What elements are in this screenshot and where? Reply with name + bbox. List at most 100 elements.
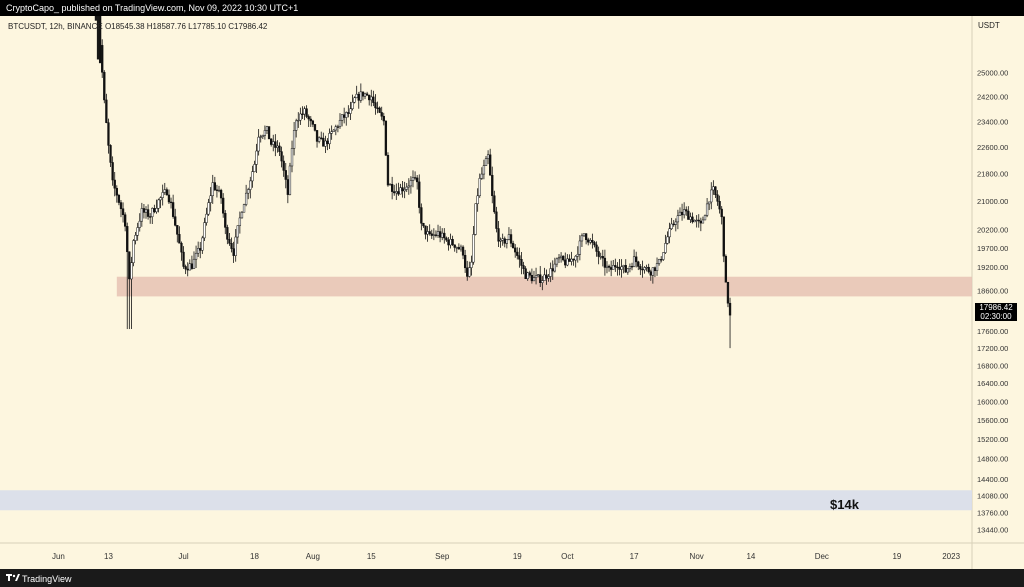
time-scale[interactable]: Jun 13 Jul 18 Aug 15 Sep 19 Oct 17 Nov 14 Dec 19 2023 <box>52 552 961 561</box>
candle-body <box>126 226 129 253</box>
candle-body <box>171 202 175 217</box>
candle-body <box>382 115 385 122</box>
candle-body <box>146 209 150 217</box>
candle-body <box>322 137 325 147</box>
candle-body <box>397 191 400 195</box>
price-tick-label: 13760.00 <box>977 508 1008 517</box>
candle-body <box>495 211 498 229</box>
candle-body <box>424 225 427 235</box>
candle-body <box>188 263 191 271</box>
candle-body <box>411 177 415 181</box>
candle-body <box>618 267 621 270</box>
candle-body <box>614 265 617 268</box>
time-tick-label: 19 <box>892 552 901 561</box>
candle-body <box>426 231 429 235</box>
candle-body <box>345 112 348 118</box>
candle-body <box>315 130 319 142</box>
candle-body <box>180 242 183 253</box>
price-scale-unit[interactable]: USDT <box>978 21 1000 30</box>
candle-body <box>520 259 523 266</box>
tradingview-brand[interactable]: TradingView <box>22 574 72 584</box>
candle-body <box>647 266 650 272</box>
candle-body <box>386 155 390 186</box>
last-price-value: 17986.42 <box>979 303 1013 312</box>
candle-body <box>524 268 527 279</box>
time-tick-label: 14 <box>746 552 755 561</box>
candle-body <box>572 258 575 261</box>
candle-body <box>416 177 419 183</box>
candle-body <box>409 180 413 187</box>
price-tick-label: 19700.00 <box>977 244 1008 253</box>
candle-body <box>213 182 216 191</box>
candle-body <box>115 187 118 196</box>
time-tick-label: 15 <box>367 552 376 561</box>
candle-body <box>263 130 267 136</box>
candle-body <box>244 192 248 205</box>
price-tick-label: 24200.00 <box>977 93 1008 102</box>
candle-body <box>461 246 465 256</box>
candle-body <box>365 93 369 96</box>
candle-body <box>599 256 602 258</box>
candle-body <box>432 234 436 236</box>
candle-body <box>278 145 281 152</box>
candle-body <box>136 227 139 236</box>
candle-body <box>499 239 502 242</box>
candle-body <box>430 233 433 236</box>
candle-body <box>111 162 114 181</box>
candle-body <box>201 237 204 251</box>
chart-area[interactable]: 25000.00 24200.00 23400.00 22600.00 21800.00… <box>0 16 1024 569</box>
candle-body <box>169 201 173 204</box>
candle-body <box>232 248 235 256</box>
candle-body <box>630 266 634 268</box>
candle-body <box>317 137 321 142</box>
candle-body <box>474 203 477 235</box>
candle-body <box>724 255 728 283</box>
symbol-info: BTCUSDT, 12h, BINANCE <box>8 22 103 31</box>
price-tick-label: 21800.00 <box>977 170 1008 179</box>
candle-body <box>384 120 388 156</box>
tradingview-logo-icon[interactable] <box>6 573 20 583</box>
time-tick-label: Jul <box>178 552 188 561</box>
candle-body <box>132 240 135 263</box>
price-tick-label: 15200.00 <box>977 435 1008 444</box>
time-tick-label: 19 <box>513 552 522 561</box>
candle-body <box>228 239 231 244</box>
candle-body <box>420 207 423 224</box>
candle-body <box>119 202 123 210</box>
candle-body <box>472 234 475 263</box>
candle-body <box>678 211 682 217</box>
price-tick-label: 16800.00 <box>977 361 1008 370</box>
candle-body <box>96 16 100 60</box>
candle-body <box>117 194 121 203</box>
candle-body <box>343 114 346 118</box>
symbol-legend[interactable]: BTCUSDT, 12h, BINANCE O18545.38 H18587.7… <box>8 22 267 31</box>
candle-body <box>726 282 730 304</box>
candle-body <box>601 256 604 259</box>
candle-body <box>178 234 181 244</box>
candle-body <box>261 135 264 137</box>
candle-body <box>484 158 488 166</box>
candle-body <box>309 118 312 122</box>
candle-body <box>541 280 544 284</box>
close-value: C17986.42 <box>228 22 268 31</box>
price-scale[interactable]: 25000.00 24200.00 23400.00 22600.00 21800.00… <box>977 69 1008 535</box>
candle-body <box>270 138 273 145</box>
candle-body <box>226 227 229 240</box>
time-tick-label: Dec <box>815 552 829 561</box>
candle-body <box>624 265 627 273</box>
candle-body <box>347 112 350 114</box>
candle-body <box>182 251 185 267</box>
candle-body <box>628 266 632 270</box>
candle-body <box>547 276 550 279</box>
candle-body <box>676 215 680 223</box>
time-tick-label: Nov <box>690 552 704 561</box>
price-chart[interactable]: 25000.00 24200.00 23400.00 22600.00 21800.00… <box>0 16 1024 569</box>
candle-body <box>503 238 506 244</box>
candle-body <box>295 120 298 131</box>
candle-body <box>393 191 396 194</box>
candle-body <box>334 126 337 131</box>
candle-body <box>516 251 519 256</box>
candle-body <box>528 272 531 276</box>
candle-body <box>722 216 725 257</box>
candle-body <box>635 256 638 263</box>
